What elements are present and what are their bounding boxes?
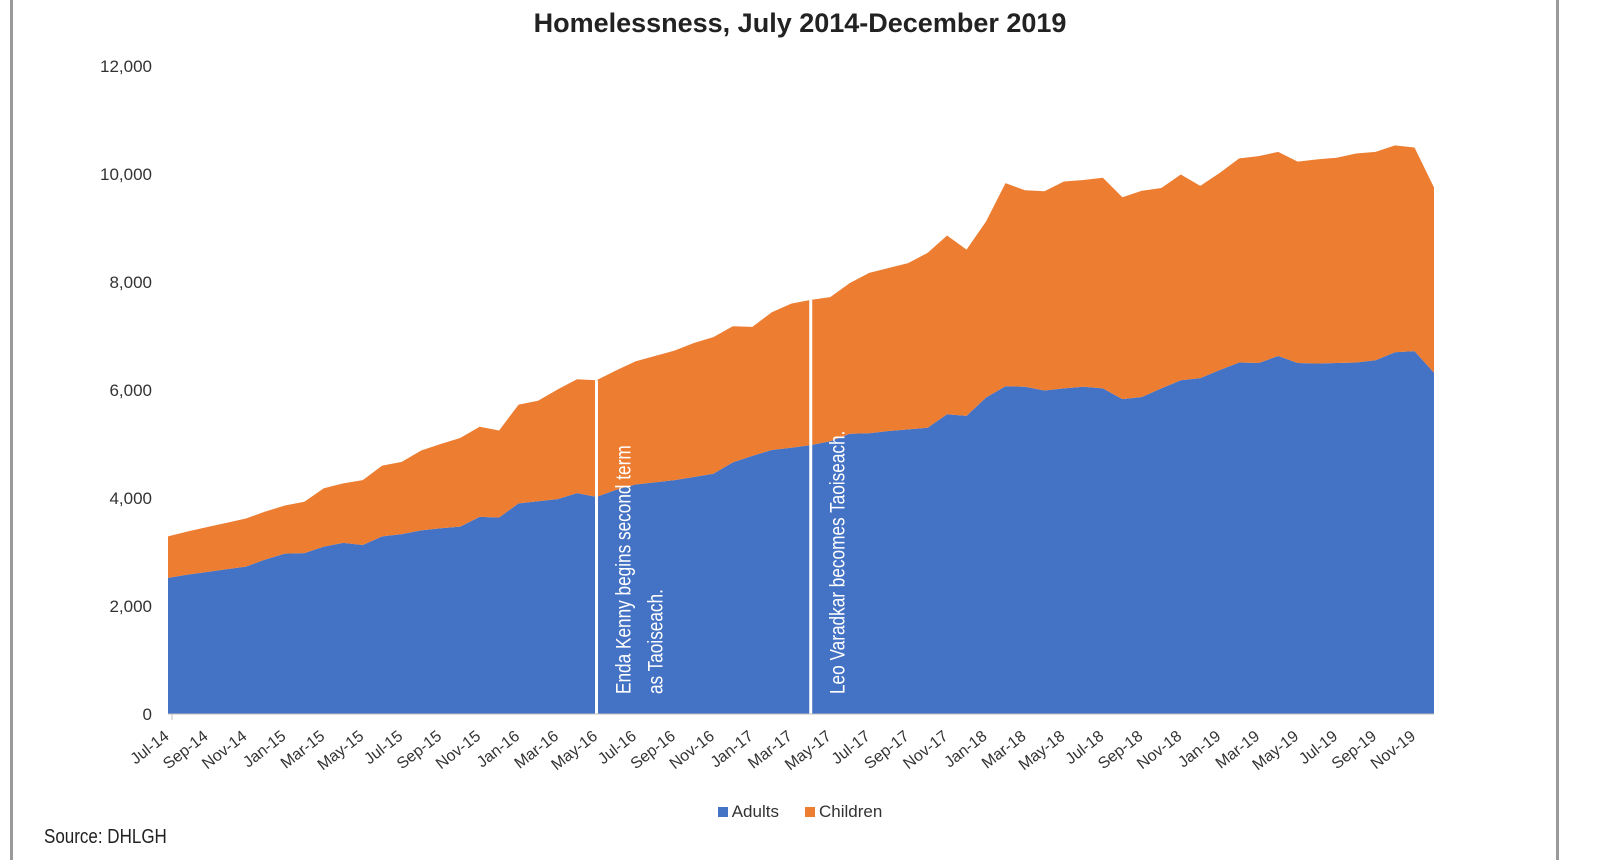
- stacked-area-chart: Enda Kenny begins second term as Taoiseac…: [100, 57, 1434, 774]
- event-markers: Enda Kenny begins second term as Taoiseac…: [594, 299, 850, 714]
- legend-item-children: Children: [804, 802, 883, 822]
- area-children: [168, 145, 1434, 578]
- legend-label-children: Children: [818, 802, 883, 821]
- x-tick-label: Nov-15: [433, 728, 484, 773]
- y-tick-label: 8,000: [109, 273, 152, 292]
- legend: Adults Children: [0, 802, 1600, 822]
- adults-swatch: [717, 807, 728, 817]
- legend-item-adults: Adults: [717, 802, 779, 822]
- x-tick-label: Nov-17: [900, 728, 951, 773]
- chart-title: Homelessness, July 2014-December 2019: [533, 8, 1067, 38]
- event-annotation-1-line-1: Enda Kenny begins second term: [613, 445, 636, 694]
- event-annotation-1-line-2: as Taoiseach.: [645, 589, 668, 694]
- source-note: Source: DHLGH: [44, 826, 167, 848]
- y-tick-label: 4,000: [109, 489, 152, 508]
- y-tick-label: 2,000: [109, 597, 152, 616]
- left-border: [10, 0, 13, 860]
- x-tick-label: Nov-19: [1368, 728, 1419, 773]
- y-tick-label: 0: [143, 705, 152, 724]
- x-tick-label: Nov-18: [1134, 728, 1185, 773]
- plot-areas: [168, 145, 1434, 714]
- area-adults: [168, 351, 1434, 714]
- y-tick-label: 12,000: [100, 57, 152, 76]
- y-tick-label: 6,000: [109, 381, 152, 400]
- children-swatch: [804, 807, 815, 817]
- legend-label-adults: Adults: [731, 802, 779, 821]
- right-border: [1556, 0, 1559, 860]
- event-annotation-2-line-1: Leo Varadkar becomes Taoiseach.: [827, 431, 850, 694]
- x-tick-label: Nov-14: [199, 728, 250, 773]
- y-tick-label: 10,000: [100, 165, 152, 184]
- x-tick-label: Nov-16: [667, 728, 718, 773]
